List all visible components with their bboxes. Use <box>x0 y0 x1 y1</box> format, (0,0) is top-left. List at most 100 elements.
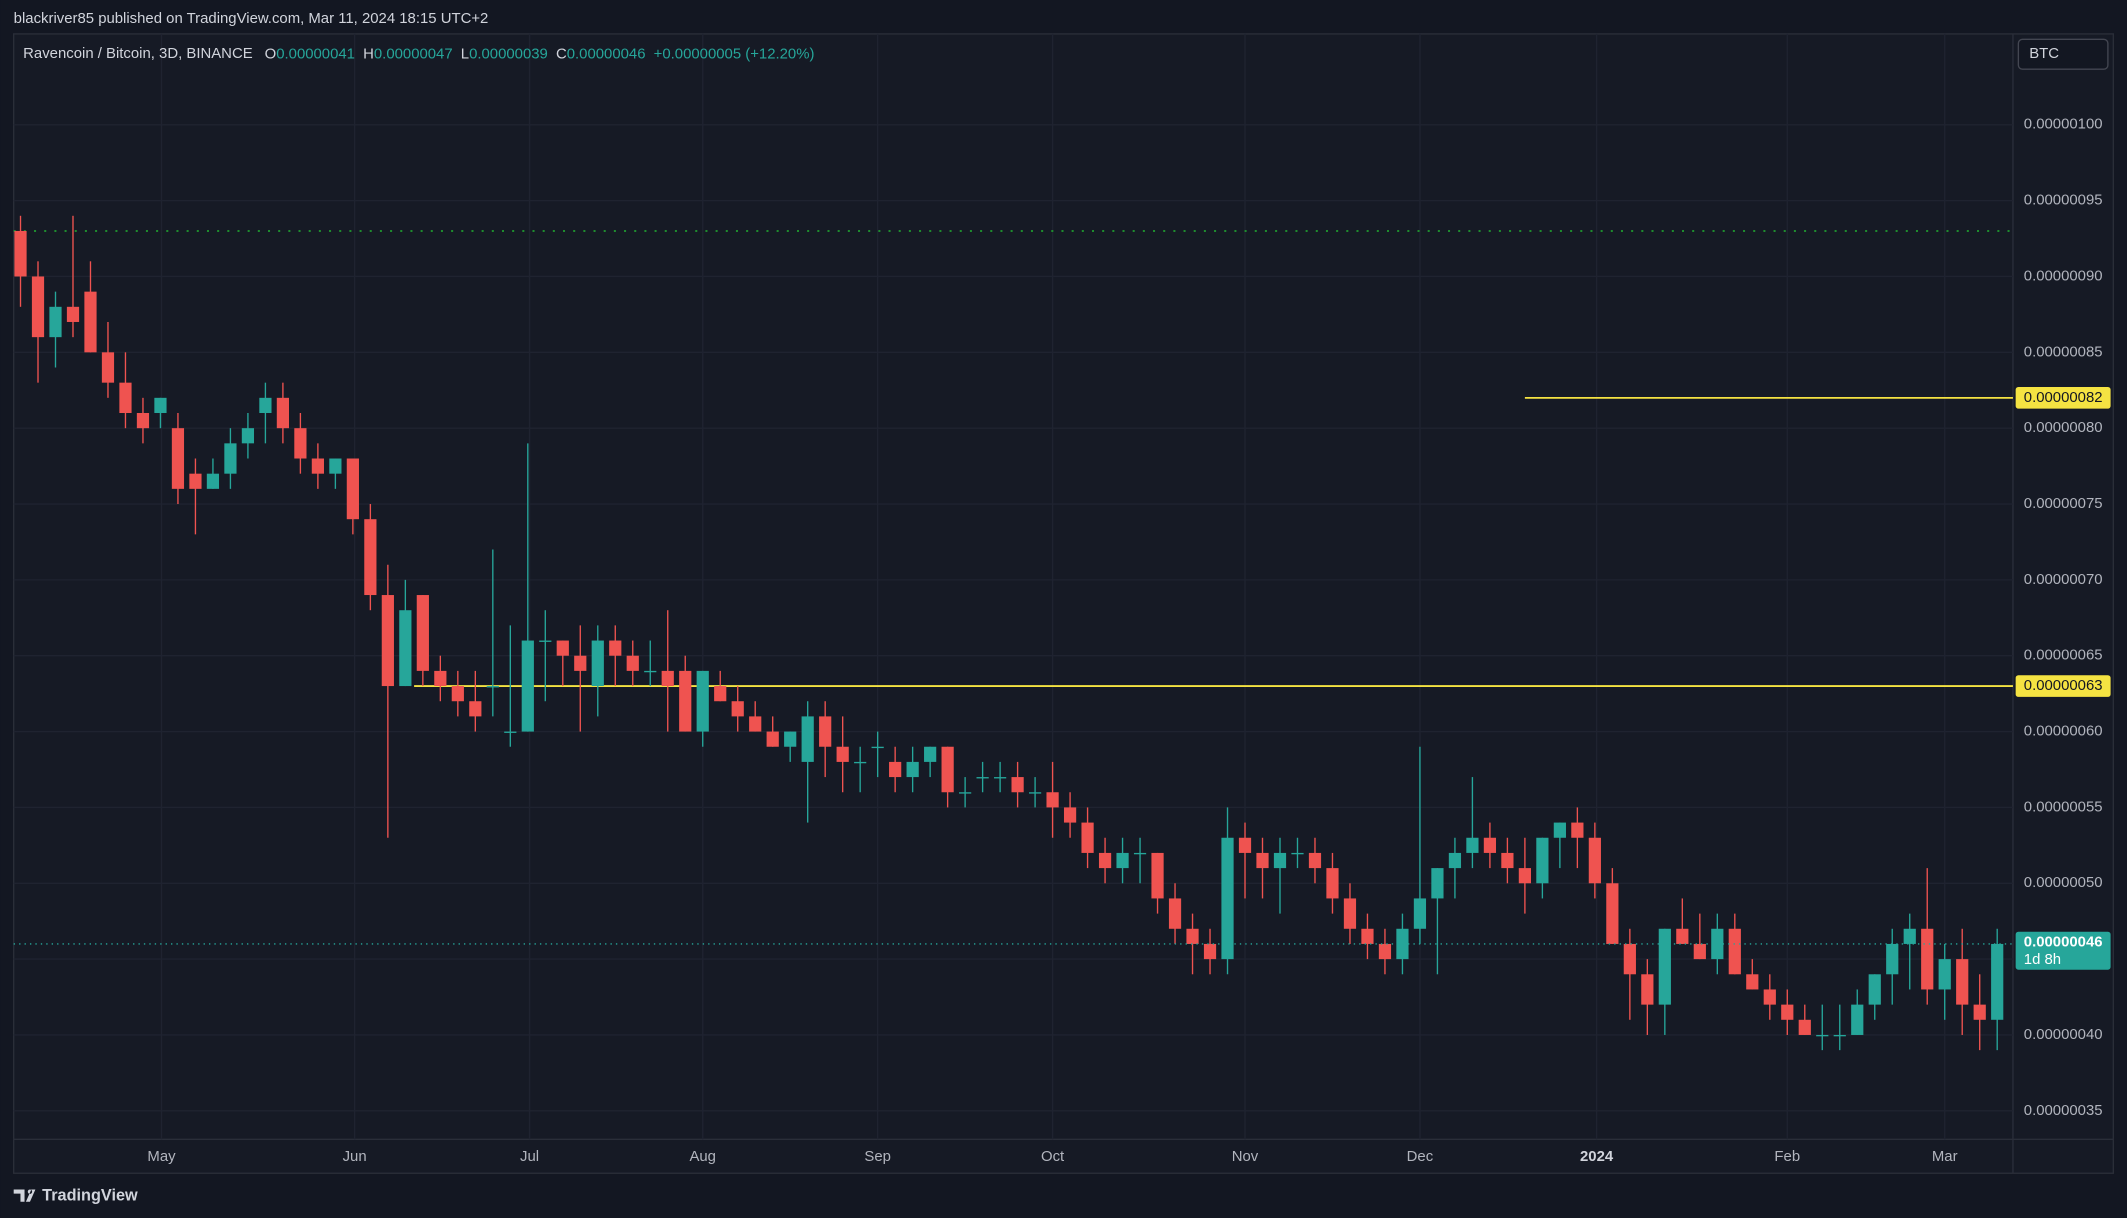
candle-body <box>31 276 45 338</box>
candle-body <box>679 670 692 732</box>
candle-body <box>1326 868 1339 899</box>
y-tick-label: 0.00000090 <box>2024 268 2103 284</box>
y-tick-label: 0.00000050 <box>2024 875 2103 891</box>
currency-badge[interactable] <box>2017 38 2109 70</box>
candle-body <box>381 595 394 687</box>
candle-body <box>504 731 517 733</box>
candle-body <box>1553 822 1566 838</box>
candle-body <box>801 716 814 762</box>
candle-body <box>1046 792 1059 808</box>
candle-body <box>136 413 150 429</box>
candle-body <box>1413 898 1427 929</box>
candle-body <box>119 382 132 414</box>
ohlc-key: C <box>556 46 567 62</box>
candle-body <box>539 640 552 642</box>
candle-body <box>696 670 709 732</box>
candle-body <box>661 670 674 687</box>
candle-body <box>1133 852 1147 855</box>
candle-body <box>66 306 80 322</box>
candle-body <box>259 397 272 414</box>
candle-body <box>206 473 220 489</box>
candle-body <box>1641 974 1654 1005</box>
candle-body <box>1361 928 1374 944</box>
candle-body <box>294 428 307 459</box>
candle-body <box>1606 883 1619 944</box>
candle-body <box>626 655 639 671</box>
x-tick-label: Nov <box>1232 1149 1259 1165</box>
price-badge-label: 0.00000082 <box>2024 390 2103 406</box>
x-tick-label: 2024 <box>1580 1149 1614 1165</box>
candle-body <box>1763 989 1776 1005</box>
candle-body <box>346 458 359 520</box>
candle-body <box>399 610 412 687</box>
ohlc-value: 0.00000046 <box>567 46 646 62</box>
y-tick-label: 0.00000085 <box>2024 344 2103 360</box>
candle-body <box>1483 837 1497 853</box>
candle-body <box>1116 852 1129 869</box>
candle-body <box>906 761 919 778</box>
candle-body <box>1623 943 1636 975</box>
ohlc-key: H <box>363 46 374 62</box>
candle-body <box>189 473 202 489</box>
candle-body <box>556 640 569 656</box>
y-tick-label: 0.00000055 <box>2024 799 2103 815</box>
candle-body <box>1938 959 1951 990</box>
last-price-badge <box>2015 931 2111 970</box>
candle-body <box>1063 807 1077 823</box>
y-tick-label: 0.00000100 <box>2024 117 2103 133</box>
last-price-label: 0.00000046 <box>2024 935 2103 951</box>
candle-body <box>1851 1004 1864 1035</box>
candle-body <box>1448 852 1462 869</box>
y-tick-label: 0.00000060 <box>2024 724 2103 740</box>
candle-body <box>451 686 464 702</box>
candle-body <box>14 230 27 277</box>
candle-body <box>1378 943 1392 960</box>
candle-body <box>171 428 185 489</box>
brand: TradingView <box>42 1187 138 1205</box>
candle-body <box>49 306 62 338</box>
ohlc-value: 0.00000039 <box>469 46 548 62</box>
candle-body <box>1676 928 1689 944</box>
candle-body <box>224 443 237 474</box>
candle-body <box>1238 837 1252 853</box>
candle-body <box>1973 1004 1986 1020</box>
candle-body <box>311 458 324 474</box>
candle-body <box>1186 928 1199 944</box>
ohlc-value: 0.00000041 <box>276 46 355 62</box>
candle-body <box>749 716 762 732</box>
candle-body <box>1746 974 1759 990</box>
candle-body <box>1081 822 1094 853</box>
x-tick-label: Sep <box>864 1149 891 1165</box>
candle-body <box>941 746 954 793</box>
candle-body <box>1728 928 1741 975</box>
candle-body <box>976 777 989 779</box>
candle-body <box>1903 928 1916 944</box>
candle-body <box>1151 852 1164 899</box>
candle-body <box>1956 959 1969 1005</box>
candle-body <box>784 731 797 747</box>
y-tick-label: 0.00000040 <box>2024 1027 2103 1043</box>
candle-body <box>1028 792 1042 794</box>
candle-body <box>1343 898 1357 929</box>
candle-body <box>1798 1019 1811 1035</box>
price-badge <box>2015 675 2111 697</box>
y-tick-label: 0.00000095 <box>2024 193 2103 209</box>
candle-body <box>364 519 377 596</box>
candle-body <box>836 746 849 762</box>
price-badge <box>2015 386 2111 409</box>
candle-body <box>1693 943 1706 960</box>
y-tick-label: 0.00000035 <box>2024 1103 2103 1119</box>
candle-body <box>1431 868 1444 899</box>
ohlc-key: L <box>461 46 469 62</box>
candle-body <box>1518 868 1531 884</box>
candle-body <box>1816 1034 1829 1037</box>
candle-body <box>486 686 499 688</box>
candle-body <box>276 397 290 429</box>
candle-body <box>1011 777 1024 793</box>
candle-body <box>1396 928 1409 960</box>
change: +0.00000005 (+12.20%) <box>654 46 815 62</box>
y-tick-label: 0.00000080 <box>2024 420 2103 436</box>
candle-body <box>1571 822 1584 838</box>
countdown: 1d 8h <box>2024 952 2061 968</box>
